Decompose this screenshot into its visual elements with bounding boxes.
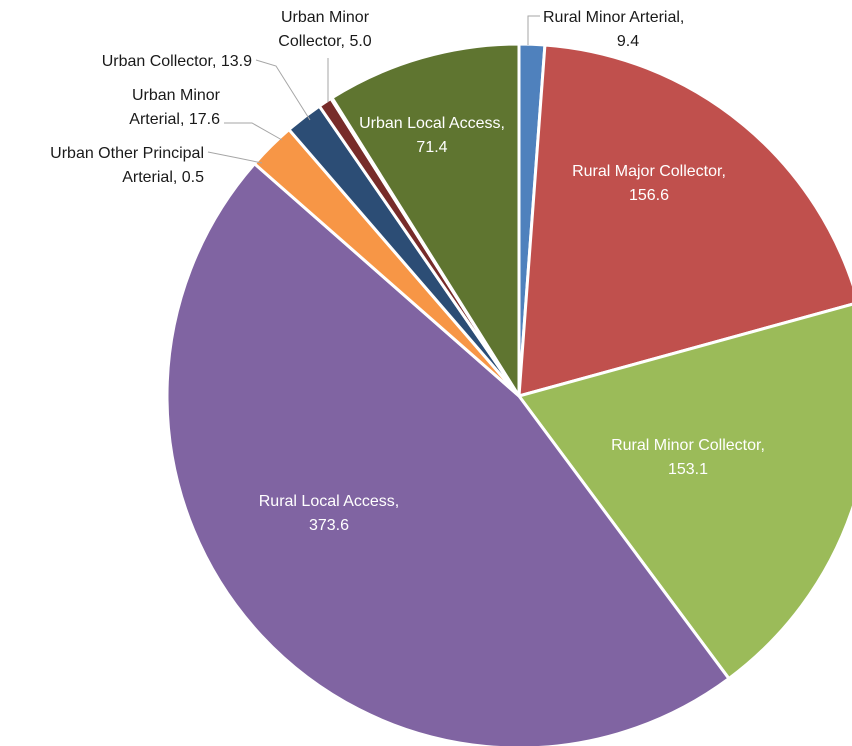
slice-label-line: 9.4	[617, 33, 639, 50]
slice-data-label: Urban Minor Collector, 5.0	[278, 9, 371, 50]
slice-data-label: Urban Minor Arterial, 17.6	[129, 87, 220, 128]
slice-label-line: Arterial, 0.5	[122, 169, 204, 186]
slice-data-label: Urban Collector, 13.9	[102, 53, 252, 70]
slice-label-line: Rural Local Access,	[259, 493, 400, 510]
labels-layer: Rural Minor Arterial, 9.4 Rural Major Coll…	[50, 9, 765, 534]
slice-data-label: Rural Major Collector, 156.6	[572, 163, 726, 204]
slice-label-line: Arterial, 17.6	[129, 111, 220, 128]
slice-data-label: Rural Minor Collector, 153.1	[611, 437, 765, 478]
leader-line	[255, 59, 311, 121]
slice-data-label: Rural Local Access, 373.6	[259, 493, 400, 534]
slice-label-line: Rural Minor Arterial,	[543, 9, 684, 26]
slice-label-line: 156.6	[629, 187, 669, 204]
slice-label-line: 153.1	[668, 461, 708, 478]
leader-line	[207, 151, 263, 164]
slice-label-line: Rural Minor Collector,	[611, 437, 765, 454]
pie-slice	[165, 162, 731, 746]
pie-slice	[330, 42, 521, 398]
leader-line	[527, 15, 540, 45]
slice-label-line: 373.6	[309, 517, 349, 534]
slice-label-line: Urban Minor	[132, 87, 221, 104]
slices-layer	[165, 42, 852, 746]
leader-line	[224, 122, 283, 141]
pie-slice	[517, 43, 852, 398]
slice-data-label: Urban Other Principal Arterial, 0.5	[50, 145, 204, 186]
slice-label-line: Urban Minor	[281, 9, 370, 26]
slice-label-line: Urban Collector, 13.9	[102, 53, 252, 70]
slice-label-line: Urban Other Principal	[50, 145, 204, 162]
slice-label-line: Collector, 5.0	[278, 33, 371, 50]
slice-data-label: Urban Local Access, 71.4	[359, 115, 505, 156]
slice-label-line: Rural Major Collector,	[572, 163, 726, 180]
leader-lines-layer	[207, 15, 540, 164]
slice-label-line: Urban Local Access,	[359, 115, 505, 132]
slice-label-line: 71.4	[416, 139, 447, 156]
slice-data-label: Rural Minor Arterial, 9.4	[543, 9, 684, 50]
